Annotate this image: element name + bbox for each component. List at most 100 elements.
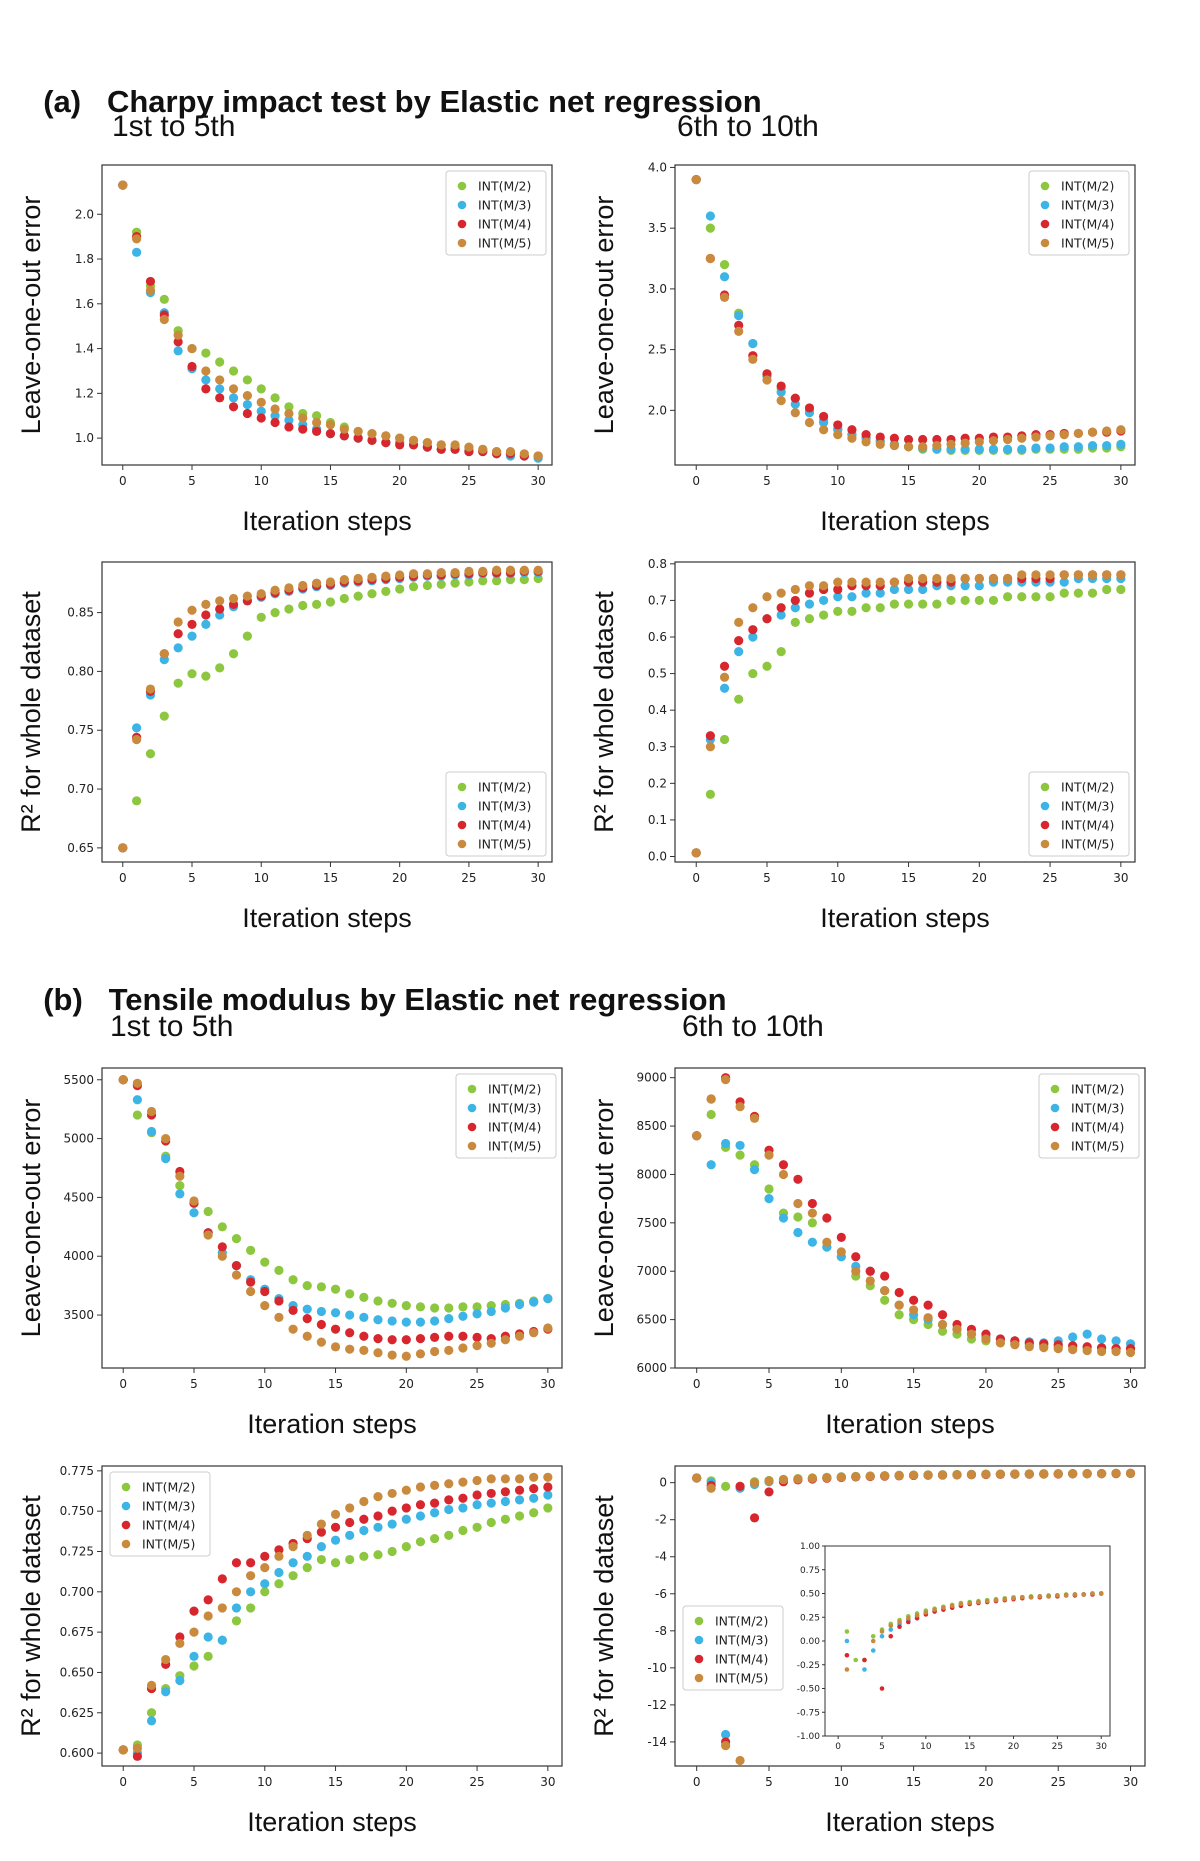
- data-point: [764, 1194, 774, 1204]
- data-point: [851, 1266, 861, 1276]
- x-tick-label: 15: [906, 1775, 921, 1789]
- data-point: [1068, 1345, 1078, 1355]
- x-tick-label: 5: [190, 1775, 198, 1789]
- data-point: [298, 600, 308, 611]
- y-tick-label: -12: [647, 1698, 667, 1712]
- data-point: [923, 1300, 933, 1310]
- data-point: [1045, 592, 1055, 602]
- chart-charpy-loo-1st-to-5th: 0 5 10 15 20 25 30 1.0 1.2 1.4 1.6 1.8 2.0 Iteration …: [16, 164, 553, 536]
- inset-data-point: [967, 1600, 972, 1606]
- data-point: [861, 588, 871, 598]
- inset-data-point: [941, 1605, 946, 1611]
- inset-data-point: [914, 1613, 920, 1618]
- legend-marker: [694, 1616, 704, 1626]
- legend-label: INT(M/5): [1061, 837, 1114, 852]
- data-point: [387, 1350, 397, 1360]
- data-point: [1087, 588, 1098, 598]
- data-point: [395, 440, 405, 450]
- data-point: [952, 1324, 962, 1334]
- data-point: [790, 617, 800, 627]
- data-point: [776, 610, 786, 620]
- data-point: [330, 1308, 341, 1318]
- data-point: [923, 1470, 933, 1480]
- legend: INT(M/2) INT(M/3) INT(M/4) INT(M/5): [455, 1073, 557, 1159]
- data-point: [228, 649, 239, 659]
- data-point: [1073, 588, 1083, 598]
- data-point: [367, 572, 377, 582]
- data-point: [189, 1606, 199, 1616]
- x-tick-label: 0: [119, 1775, 127, 1789]
- y-tick-label: 0.775: [60, 1464, 94, 1478]
- legend-label: INT(M/4): [1061, 818, 1114, 833]
- y-tick-label: 1.2: [75, 386, 94, 400]
- data-point: [776, 588, 786, 598]
- data-point: [764, 1184, 774, 1194]
- data-point: [187, 605, 197, 615]
- data-point: [260, 1563, 270, 1573]
- data-point: [146, 1708, 157, 1718]
- data-point: [270, 585, 280, 595]
- data-point: [749, 1513, 760, 1523]
- data-point: [330, 1535, 341, 1545]
- data-point: [260, 1551, 270, 1561]
- data-point: [819, 595, 829, 606]
- y-tick-label: -4: [655, 1550, 667, 1564]
- x-tick-label: 10: [257, 1775, 272, 1789]
- inset-data-point: [1081, 1592, 1086, 1597]
- data-point: [692, 1131, 702, 1141]
- data-point: [118, 1745, 128, 1755]
- chart-tensile-loo-1st-to-5th: 0 5 10 15 20 25 30 3500 4000 4500 5000 5500 Iteratio…: [16, 1067, 563, 1439]
- data-point: [215, 596, 225, 606]
- data-point: [401, 1514, 411, 1524]
- data-point: [776, 647, 786, 657]
- data-point: [436, 440, 446, 450]
- data-point: [118, 843, 128, 853]
- data-point: [762, 592, 772, 602]
- data-point: [847, 425, 857, 435]
- data-point: [450, 578, 460, 588]
- data-point: [918, 434, 928, 445]
- data-point: [1031, 443, 1041, 453]
- data-point: [284, 583, 294, 593]
- data-point: [735, 1481, 745, 1491]
- legend-marker: [467, 1141, 477, 1151]
- data-point: [444, 1303, 454, 1313]
- data-point: [776, 396, 786, 406]
- data-point: [1031, 592, 1041, 602]
- data-point: [486, 1474, 496, 1484]
- y-tick-label: 0.8: [648, 557, 667, 571]
- y-tick-label: 0.7: [648, 593, 667, 607]
- legend-box: [1038, 1073, 1140, 1159]
- data-point: [217, 1242, 227, 1252]
- data-point: [173, 617, 183, 627]
- data-point: [807, 1237, 817, 1247]
- inset-data-point: [888, 1633, 894, 1639]
- x-tick-label: 0: [693, 1775, 701, 1789]
- data-point: [764, 1476, 774, 1486]
- data-point: [246, 1277, 256, 1287]
- x-axis-label: Iteration steps: [825, 1807, 995, 1837]
- subtitle-a-left: 1st to 5th: [112, 110, 236, 143]
- data-point: [1116, 584, 1126, 595]
- data-point: [819, 581, 829, 591]
- data-point: [215, 357, 225, 367]
- data-point: [472, 1522, 482, 1532]
- plot-frame: [101, 561, 553, 863]
- data-point: [861, 437, 871, 447]
- section-b-label: (b): [43, 982, 83, 1017]
- data-point: [345, 1344, 355, 1354]
- data-point: [201, 610, 211, 620]
- data-point: [705, 731, 715, 741]
- data-point: [692, 1473, 702, 1483]
- data-point: [256, 384, 266, 394]
- legend-marker: [1050, 1084, 1060, 1094]
- inset-data-point: [862, 1657, 867, 1663]
- data-point: [201, 375, 211, 385]
- data-point: [288, 1542, 298, 1552]
- data-point: [793, 1212, 803, 1222]
- data-point: [923, 1313, 933, 1323]
- data-point: [1073, 570, 1083, 580]
- data-point: [861, 577, 871, 587]
- inset-data-point: [870, 1638, 876, 1644]
- data-point: [1102, 570, 1112, 580]
